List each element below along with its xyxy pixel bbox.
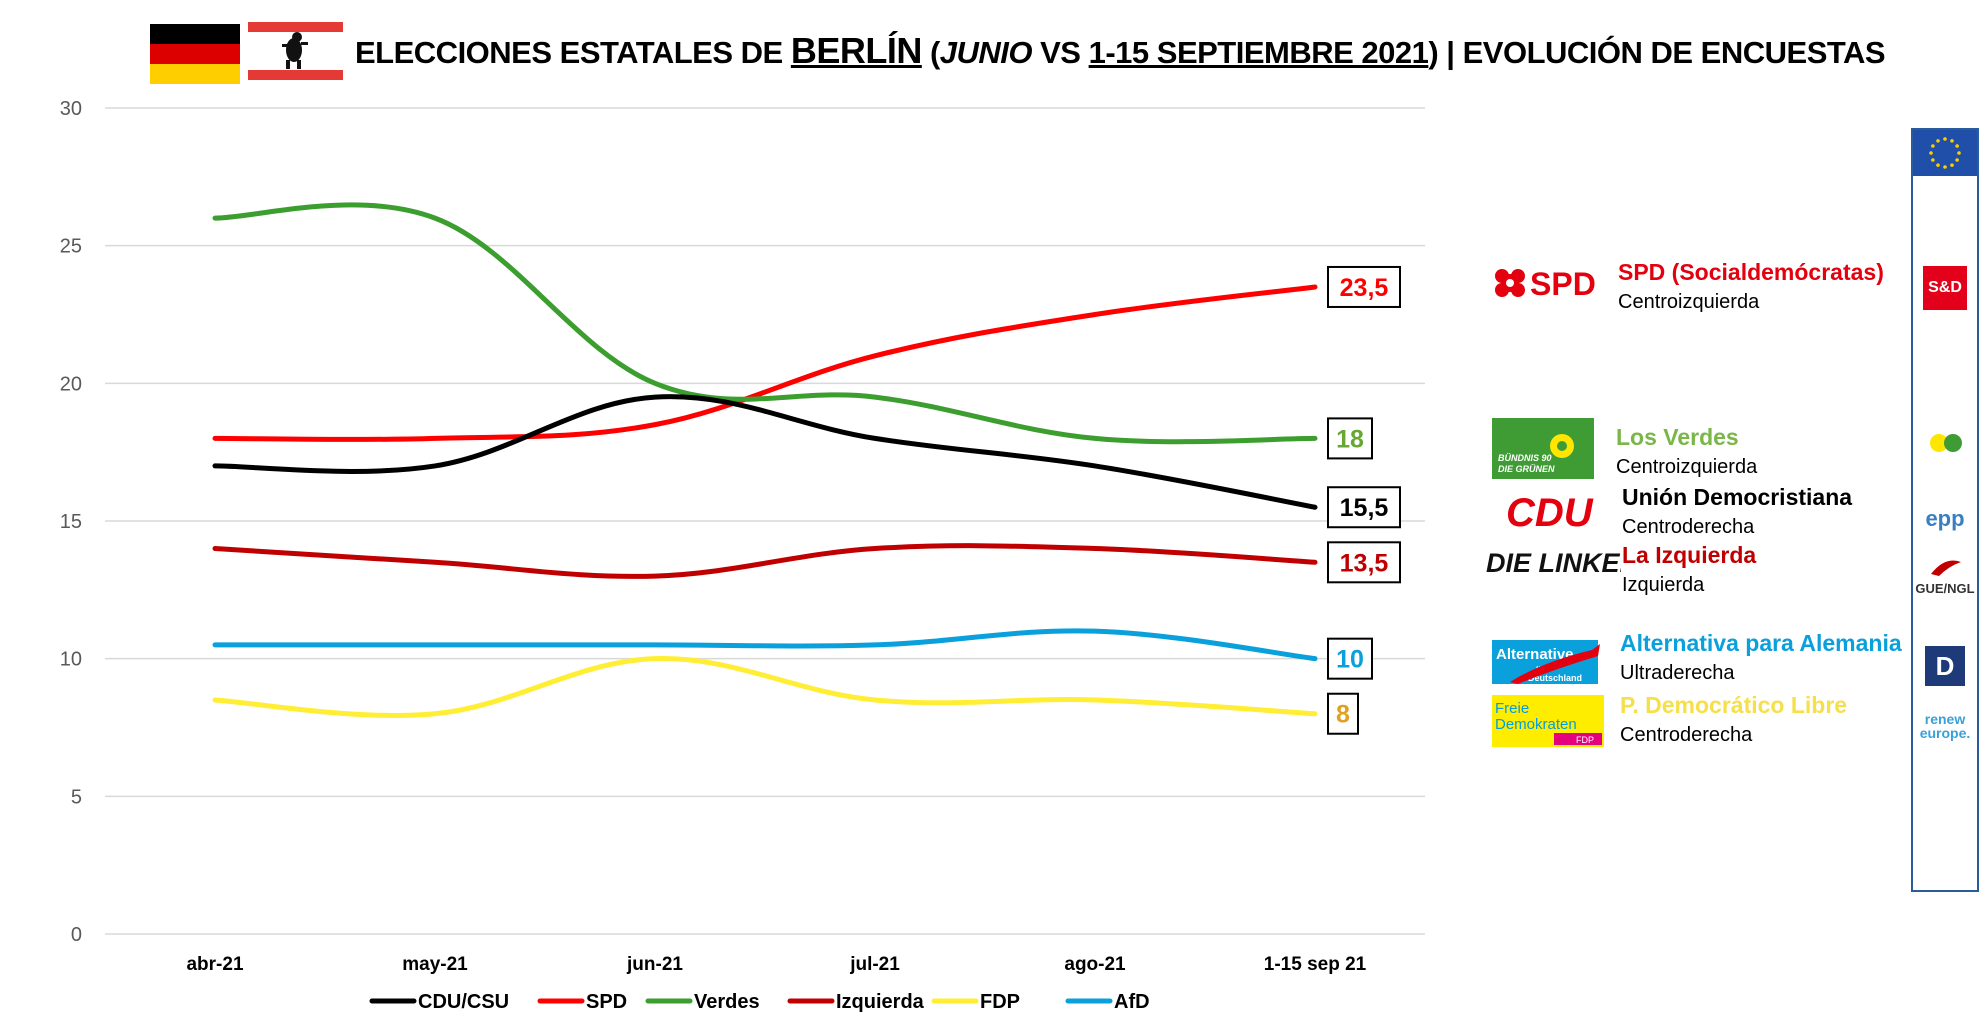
end-label: 18 bbox=[1327, 417, 1373, 460]
party-orientation: Centroizquierda bbox=[1618, 291, 1760, 313]
greens-efa-icon bbox=[1913, 428, 1977, 463]
legend-item: CDU/CSU bbox=[369, 991, 509, 1013]
svg-text:DIE LINKE.: DIE LINKE. bbox=[1486, 548, 1621, 578]
svg-text:AfD: AfD bbox=[1114, 991, 1150, 1013]
svg-text:Izquierda: Izquierda bbox=[836, 991, 925, 1013]
legend-item: Izquierda bbox=[787, 991, 925, 1013]
end-label: 15,5 bbox=[1327, 486, 1401, 529]
party-name: Los Verdes bbox=[1616, 424, 1739, 450]
x-tick-label: ago-21 bbox=[1064, 954, 1126, 975]
renew-europe-icon: renew europe. bbox=[1919, 711, 1971, 741]
svg-text:Alternative: Alternative bbox=[1496, 646, 1574, 663]
svg-text:13,5: 13,5 bbox=[1340, 549, 1389, 577]
series-line-izquierda bbox=[212, 543, 1318, 579]
svg-text:SPD: SPD bbox=[1530, 266, 1596, 302]
chart-header: ELECCIONES ESTATALES DE BERLÍN (JUNIO VS… bbox=[0, 0, 1986, 100]
end-label: 10 bbox=[1327, 637, 1373, 680]
svg-text:Freie: Freie bbox=[1495, 700, 1529, 717]
y-tick-label: 15 bbox=[60, 511, 82, 533]
linke-logo-icon: DIE LINKE. bbox=[1486, 548, 1621, 578]
party-name: La Izquierda bbox=[1622, 542, 1757, 568]
afd-logo-icon: Alternative für Deutschland bbox=[1492, 640, 1600, 684]
party-name: SPD (Socialdemócratas) bbox=[1618, 259, 1884, 285]
series-line-verdes bbox=[212, 202, 1318, 445]
end-label: 23,5 bbox=[1327, 265, 1401, 308]
svg-text:FDP: FDP bbox=[1576, 735, 1594, 745]
svg-text:Deutschland: Deutschland bbox=[1528, 673, 1582, 683]
svg-text:Demokraten: Demokraten bbox=[1495, 716, 1577, 733]
party-orientation: Izquierda bbox=[1622, 574, 1705, 596]
legend-item: Verdes bbox=[645, 991, 760, 1013]
grid-lines bbox=[105, 107, 1425, 935]
gue-ngl-label: GUE/NGL bbox=[1915, 581, 1975, 596]
party-orientation: Ultraderecha bbox=[1620, 662, 1735, 684]
svg-text:DIE GRÜNEN: DIE GRÜNEN bbox=[1498, 464, 1555, 474]
svg-text:Verdes: Verdes bbox=[694, 991, 760, 1013]
spd-logo-icon: SPD bbox=[1495, 266, 1596, 302]
y-axis-ticks: 0 5 10 15 20 25 30 bbox=[60, 98, 82, 946]
greens-logo-icon: BÜNDNIS 90 DIE GRÜNEN bbox=[1492, 418, 1594, 479]
cdu-logo-icon: CDU bbox=[1506, 491, 1594, 534]
party-orientation: Centroderecha bbox=[1622, 516, 1755, 538]
party-name: Unión Democristiana bbox=[1622, 484, 1853, 510]
series-line-spd bbox=[212, 284, 1318, 443]
berlin-flag-icon bbox=[248, 22, 343, 80]
series-line-fdp bbox=[212, 656, 1318, 718]
party-orientation: Centroderecha bbox=[1620, 724, 1753, 746]
gue-ngl-icon: GUE/NGL bbox=[1913, 554, 1977, 596]
svg-text:FDP: FDP bbox=[980, 991, 1020, 1013]
party-name: P. Democrático Libre bbox=[1620, 692, 1848, 718]
eu-groups-panel: S&D epp GUE/NGL D renew europe. bbox=[1911, 128, 1979, 892]
x-tick-label: jul-21 bbox=[849, 954, 900, 975]
svg-text:18: 18 bbox=[1336, 425, 1364, 453]
svg-text:BÜNDNIS 90: BÜNDNIS 90 bbox=[1498, 453, 1552, 463]
y-tick-label: 0 bbox=[71, 924, 82, 946]
end-labels: 15,5 23,5 18 13,5 8 10 bbox=[1327, 265, 1401, 735]
chart-title: ELECCIONES ESTATALES DE BERLÍN (JUNIO VS… bbox=[355, 30, 1886, 71]
x-tick-label: abr-21 bbox=[186, 954, 243, 975]
id-group-icon: D bbox=[1913, 646, 1977, 686]
germany-flag-icon bbox=[150, 24, 240, 84]
legend-item: FDP bbox=[931, 991, 1020, 1013]
y-tick-label: 20 bbox=[60, 373, 82, 395]
party-name: Alternativa para Alemania bbox=[1620, 630, 1902, 656]
x-axis-ticks: abr-21 may-21 jun-21 jul-21 ago-21 1-15 sep 2… bbox=[186, 954, 1366, 975]
legend-item: SPD bbox=[537, 991, 627, 1013]
legend-item: AfD bbox=[1065, 991, 1150, 1013]
series-lines bbox=[212, 202, 1318, 718]
svg-text:23,5: 23,5 bbox=[1340, 274, 1389, 302]
y-tick-label: 30 bbox=[60, 98, 82, 120]
svg-text:CDU: CDU bbox=[1506, 491, 1594, 534]
svg-text:8: 8 bbox=[1336, 701, 1350, 729]
chart-legend: CDU/CSU SPD Verdes Izquierda FDP AfD bbox=[369, 991, 1150, 1013]
y-tick-label: 5 bbox=[71, 786, 82, 808]
end-label: 13,5 bbox=[1327, 541, 1401, 584]
eu-flag-icon bbox=[1913, 130, 1977, 176]
svg-text:10: 10 bbox=[1336, 646, 1364, 674]
svg-text:15,5: 15,5 bbox=[1340, 494, 1389, 522]
epp-group-icon: epp bbox=[1925, 506, 1965, 531]
y-tick-label: 25 bbox=[60, 236, 82, 258]
end-label: 8 bbox=[1327, 692, 1359, 735]
x-tick-label: may-21 bbox=[402, 954, 468, 975]
y-tick-label: 10 bbox=[60, 649, 82, 671]
line-chart: 0 5 10 15 20 25 30 abr-21 may-21 jun-21 jul-21 ago… bbox=[60, 98, 1425, 1013]
party-orientation: Centroizquierda bbox=[1616, 456, 1758, 478]
sd-group-icon: S&D bbox=[1913, 266, 1977, 310]
svg-text:SPD: SPD bbox=[586, 991, 627, 1013]
series-line-afd bbox=[212, 628, 1318, 662]
x-tick-label: 1-15 sep 21 bbox=[1264, 954, 1367, 975]
x-tick-label: jun-21 bbox=[626, 954, 683, 975]
svg-text:CDU/CSU: CDU/CSU bbox=[418, 991, 509, 1013]
series-line-cdu-csu bbox=[212, 394, 1318, 510]
fdp-logo-icon: Freie Demokraten FDP bbox=[1492, 695, 1604, 747]
